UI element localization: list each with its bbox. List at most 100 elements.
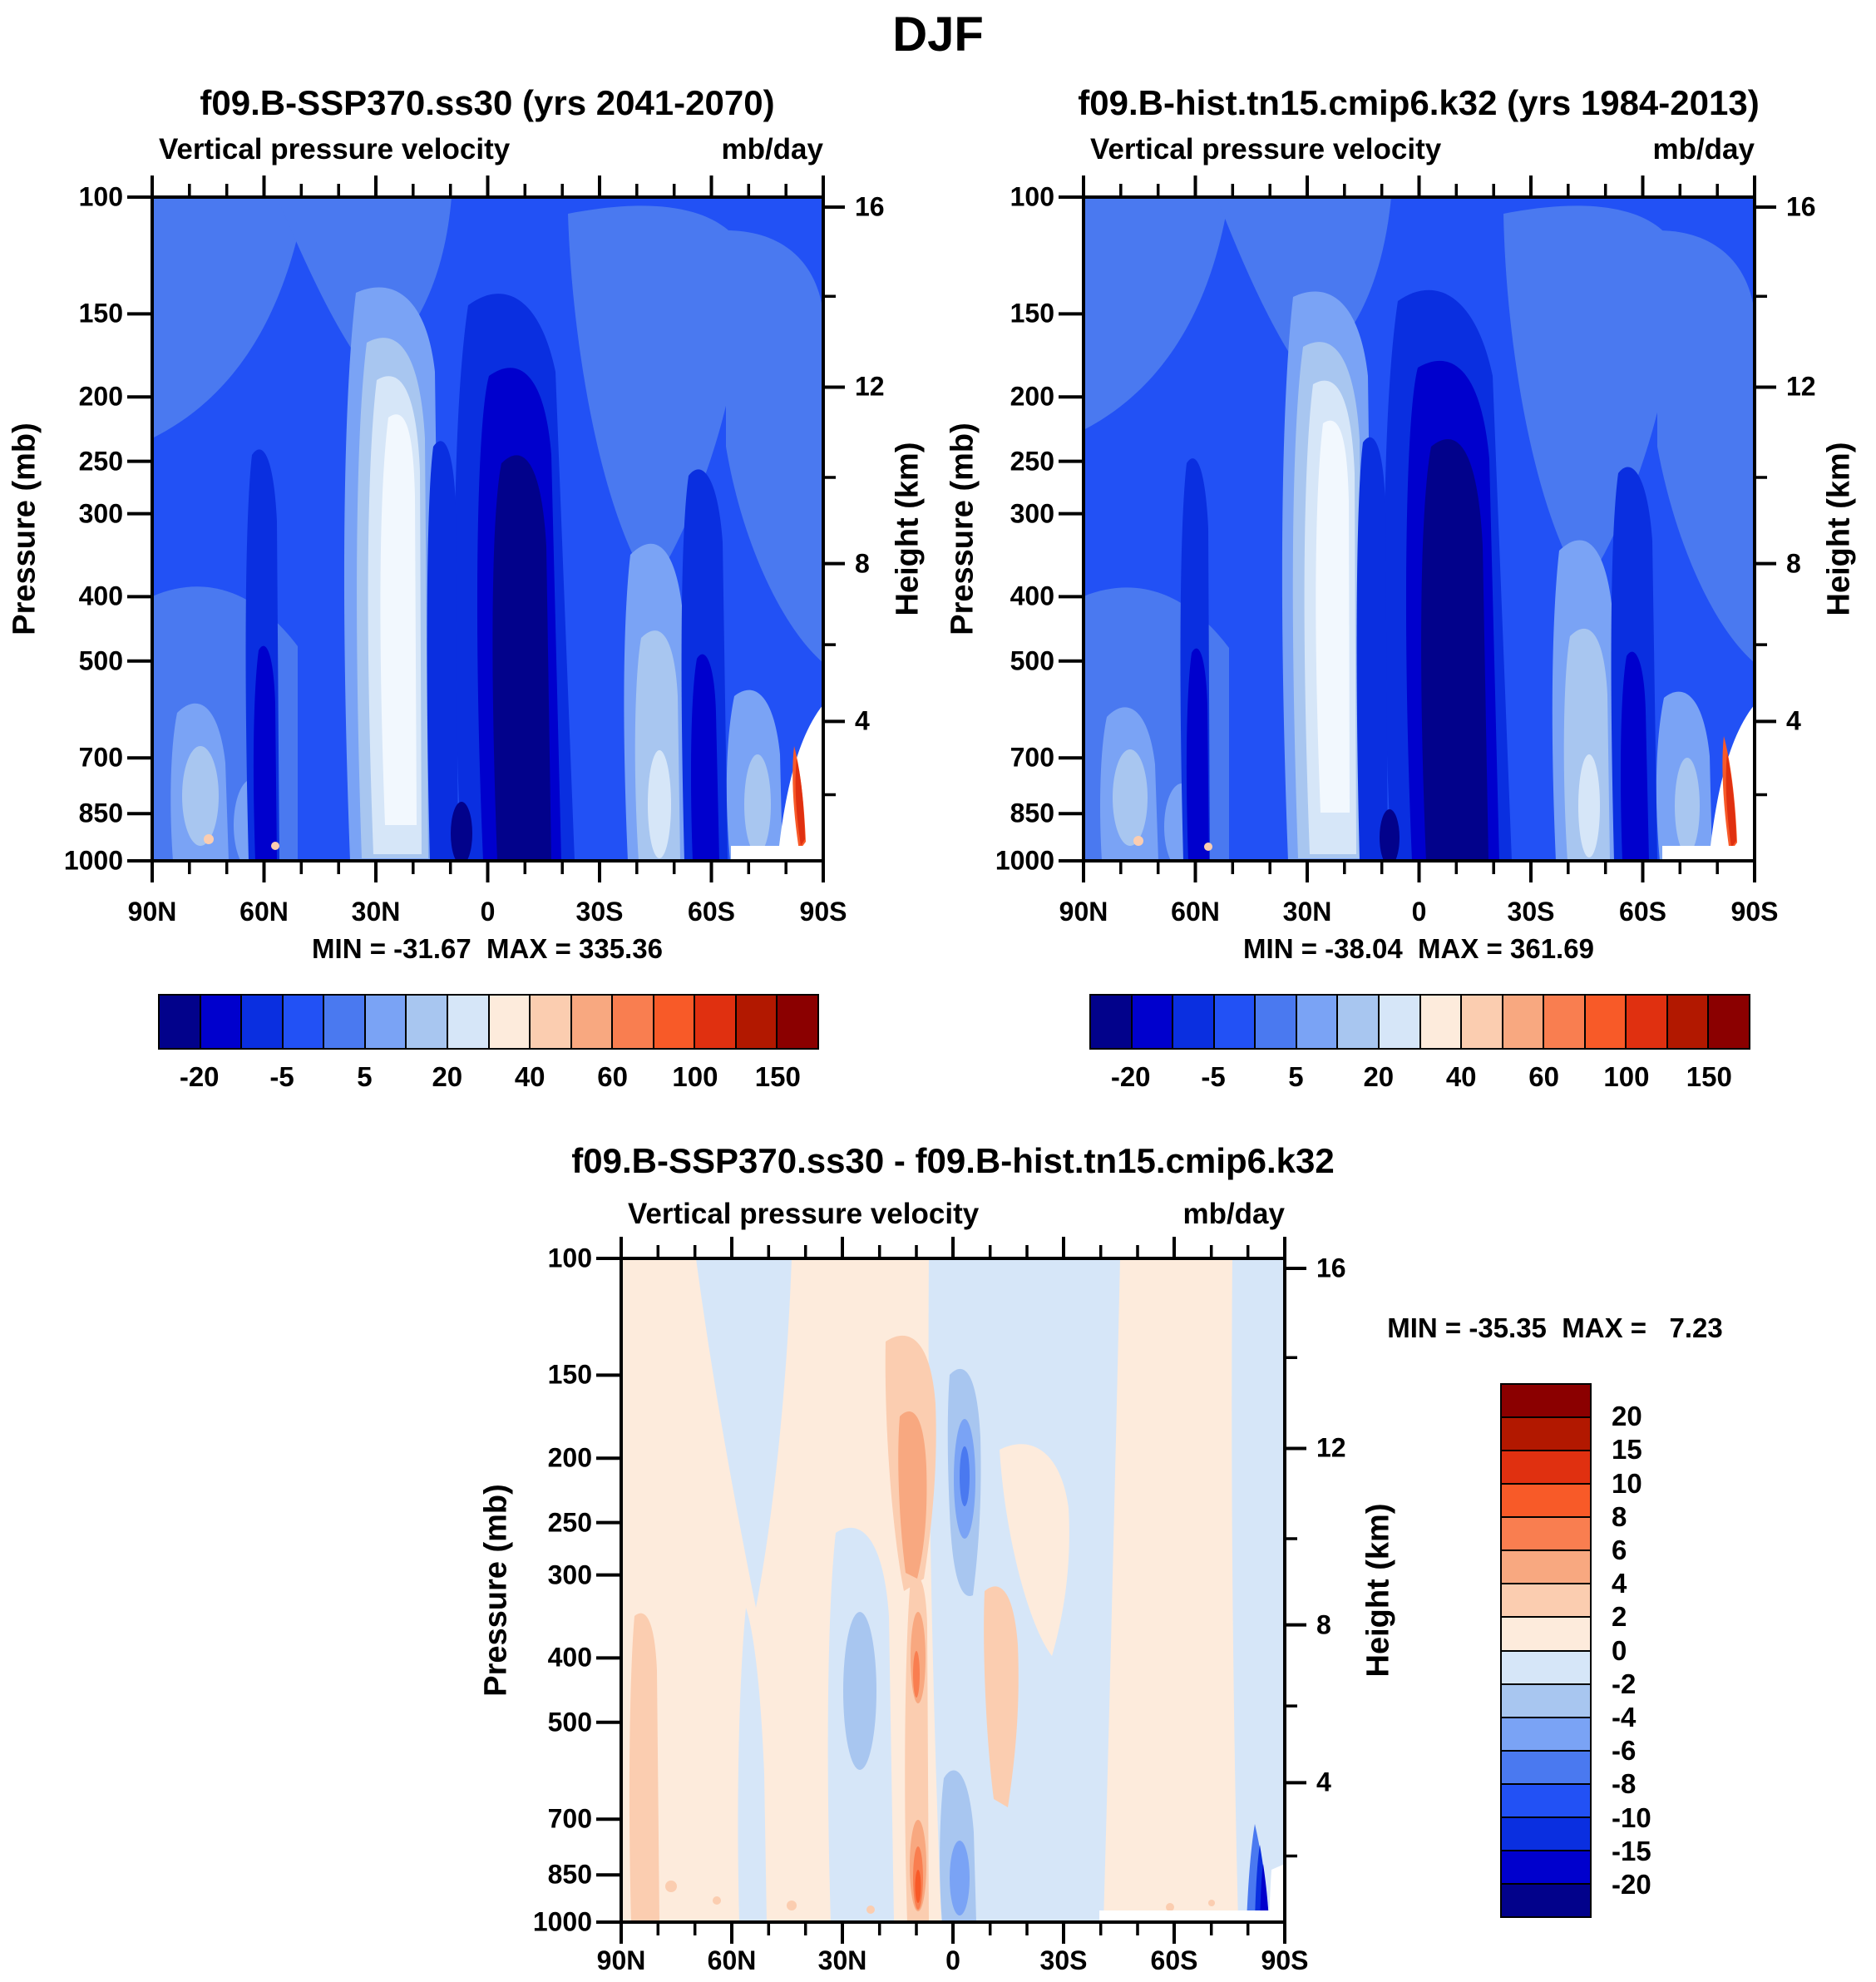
colorbar-tick-label: -8 xyxy=(1612,1768,1637,1799)
height-axis-title: Height (km) xyxy=(1360,1503,1396,1678)
colorbar-segment xyxy=(1583,994,1627,1050)
colorbar-tick-label: 6 xyxy=(1612,1535,1627,1565)
height-tick-label: 8 xyxy=(1316,1609,1331,1640)
lat-tick-label: 0 xyxy=(1411,897,1427,927)
colorbar-tick-label: 100 xyxy=(1603,1061,1650,1092)
pressure-tick-label: 250 xyxy=(1010,446,1054,477)
height-minor-ticks xyxy=(823,294,836,797)
colorbar-segment xyxy=(1500,1383,1592,1419)
lat-tick-label: 0 xyxy=(945,1945,960,1975)
pressure-ticks xyxy=(1059,195,1084,862)
lat-tick-label: 30N xyxy=(1282,897,1332,927)
colorbar-tick-label: 15 xyxy=(1612,1434,1642,1465)
pressure-tick-label: 400 xyxy=(1010,581,1054,611)
pressure-axis-title: Pressure (mb) xyxy=(945,423,980,635)
height-major-ticks xyxy=(1285,1267,1306,1785)
height-tick-label: 4 xyxy=(1786,705,1801,736)
colorbar-segment xyxy=(1500,1649,1592,1685)
pressure-tick-label: 100 xyxy=(78,181,123,212)
lat-tick-label: 60N xyxy=(1171,897,1220,927)
colorbar-tick-label: 2 xyxy=(1612,1601,1627,1632)
min-max-left: MIN = -31.67 MAX = 335.36 xyxy=(312,933,663,964)
height-axis-title: Height (km) xyxy=(1821,442,1857,616)
colorbar-segment xyxy=(1500,1816,1592,1851)
pressure-tick-label: 100 xyxy=(1010,181,1054,212)
lat-tick-label: 60S xyxy=(1619,897,1666,927)
panel-diff-title: f09.B-SSP370.ss30 - f09.B-hist.tn15.cmip… xyxy=(571,1141,1335,1180)
colorbar-segment xyxy=(1666,994,1710,1050)
colorbar-segment xyxy=(1212,994,1256,1050)
pressure-tick-label: 500 xyxy=(547,1707,592,1737)
pressure-ticks xyxy=(596,1257,621,1924)
colorbar-segment xyxy=(1419,994,1463,1050)
colorbar-segment xyxy=(776,994,819,1050)
height-tick-label: 12 xyxy=(1786,371,1816,402)
colorbar-segment xyxy=(1500,1849,1592,1885)
pressure-tick-label: 150 xyxy=(78,298,123,329)
panel-diff-subtitle-units: mb/day xyxy=(1182,1198,1285,1230)
colorbar-segment xyxy=(1500,1782,1592,1818)
pressure-tick-label: 250 xyxy=(547,1507,592,1538)
pressure-tick-label: 300 xyxy=(78,498,123,529)
panel-right-title: f09.B-hist.tn15.cmip6.k32 (yrs 1984-2013… xyxy=(1078,83,1760,122)
x-major-ticks-bottom xyxy=(151,861,825,882)
contour-plot-diff xyxy=(596,1237,1306,1944)
colorbar-segment xyxy=(570,994,614,1050)
height-axis-title: Height (km) xyxy=(890,442,926,616)
x-minor-ticks-top xyxy=(656,1245,1250,1258)
colorbar-tick-label: 60 xyxy=(1528,1061,1559,1092)
x-major-ticks-top xyxy=(151,175,825,197)
x-minor-ticks-top xyxy=(188,184,787,197)
colorbar-segment xyxy=(363,994,407,1050)
pressure-axis-title: Pressure (mb) xyxy=(7,423,42,635)
pressure-tick-label: 500 xyxy=(1010,645,1054,676)
colorbar-segment xyxy=(529,994,572,1050)
colorbar-segment xyxy=(1460,994,1503,1050)
colorbar-segment xyxy=(694,994,737,1050)
x-minor-ticks-bottom xyxy=(1119,861,1719,874)
pressure-tick-label: 150 xyxy=(1010,298,1054,329)
height-tick-label: 4 xyxy=(1316,1767,1331,1797)
colorbar-tick-label: 4 xyxy=(1612,1568,1627,1599)
colorbar-segment xyxy=(1625,994,1668,1050)
colorbar-tick-label: -15 xyxy=(1612,1836,1651,1866)
colorbar-segment xyxy=(1500,1749,1592,1785)
x-minor-ticks-bottom xyxy=(188,861,787,874)
colorbar-tick-label: 40 xyxy=(1445,1061,1477,1092)
lat-tick-label: 30S xyxy=(1507,897,1555,927)
colorbar-tick-label: -5 xyxy=(269,1061,294,1092)
height-tick-label: 8 xyxy=(1786,548,1801,579)
colorbar-segment xyxy=(446,994,490,1050)
colorbar-tick-label: 150 xyxy=(1686,1061,1732,1092)
height-tick-label: 16 xyxy=(855,191,885,222)
pressure-tick-label: 200 xyxy=(547,1442,592,1473)
lat-tick-label: 30S xyxy=(575,897,624,927)
colorbar-segment xyxy=(1500,1882,1592,1918)
colorbar-right xyxy=(1089,994,1750,1050)
height-tick-label: 16 xyxy=(1786,191,1816,222)
colorbar-segment xyxy=(1500,1483,1592,1519)
colorbar-tick-label: 0 xyxy=(1612,1635,1627,1666)
contour-plot-right xyxy=(1059,175,1776,882)
colorbar-tick-label: -10 xyxy=(1612,1802,1651,1833)
colorbar-tick-label: 20 xyxy=(432,1061,463,1092)
pressure-tick-label: 200 xyxy=(1010,381,1054,412)
colorbar-segment xyxy=(240,994,284,1050)
colorbar-tick-label: 100 xyxy=(672,1061,718,1092)
min-max-diff: MIN = -35.35 MAX = 7.23 xyxy=(1387,1312,1723,1343)
panel-diff-subtitle-variable: Vertical pressure velocity xyxy=(628,1198,980,1230)
colorbar-segment xyxy=(1172,994,1215,1050)
pressure-tick-label: 850 xyxy=(1010,798,1054,828)
x-major-ticks-bottom xyxy=(1082,861,1756,882)
lat-tick-label: 60S xyxy=(1150,1945,1198,1975)
lat-tick-label: 60N xyxy=(707,1945,757,1975)
colorbar-segment xyxy=(1089,994,1133,1050)
colorbar-segment xyxy=(158,994,201,1050)
x-major-ticks-bottom xyxy=(620,1922,1286,1944)
height-tick-label: 12 xyxy=(855,371,885,402)
colorbar-tick-label: -20 xyxy=(1110,1061,1151,1092)
height-minor-ticks xyxy=(1285,1356,1297,1858)
pressure-tick-label: 200 xyxy=(78,381,123,412)
colorbar-segment xyxy=(323,994,366,1050)
colorbar-tick-label: 40 xyxy=(514,1061,546,1092)
